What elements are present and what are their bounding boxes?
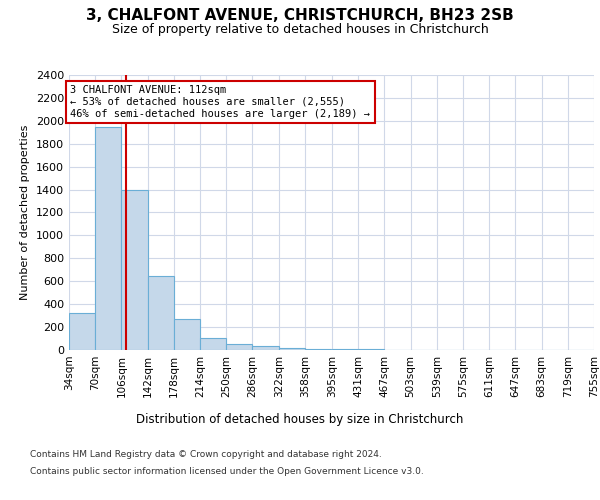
Bar bbox=[148, 276, 174, 350]
Bar bbox=[95, 126, 121, 350]
Bar bbox=[279, 348, 305, 350]
Bar bbox=[305, 349, 331, 350]
Text: Size of property relative to detached houses in Christchurch: Size of property relative to detached ho… bbox=[112, 22, 488, 36]
Text: 3 CHALFONT AVENUE: 112sqm
← 53% of detached houses are smaller (2,555)
46% of se: 3 CHALFONT AVENUE: 112sqm ← 53% of detac… bbox=[70, 86, 370, 118]
Bar bbox=[226, 344, 253, 350]
Bar bbox=[121, 190, 148, 350]
Text: Contains HM Land Registry data © Crown copyright and database right 2024.: Contains HM Land Registry data © Crown c… bbox=[30, 450, 382, 459]
Text: 3, CHALFONT AVENUE, CHRISTCHURCH, BH23 2SB: 3, CHALFONT AVENUE, CHRISTCHURCH, BH23 2… bbox=[86, 8, 514, 22]
Bar bbox=[200, 338, 226, 350]
Bar bbox=[69, 313, 95, 350]
Text: Distribution of detached houses by size in Christchurch: Distribution of detached houses by size … bbox=[136, 412, 464, 426]
Y-axis label: Number of detached properties: Number of detached properties bbox=[20, 125, 31, 300]
Bar bbox=[332, 349, 358, 350]
Bar bbox=[253, 346, 279, 350]
Bar bbox=[174, 319, 200, 350]
Text: Contains public sector information licensed under the Open Government Licence v3: Contains public sector information licen… bbox=[30, 468, 424, 476]
